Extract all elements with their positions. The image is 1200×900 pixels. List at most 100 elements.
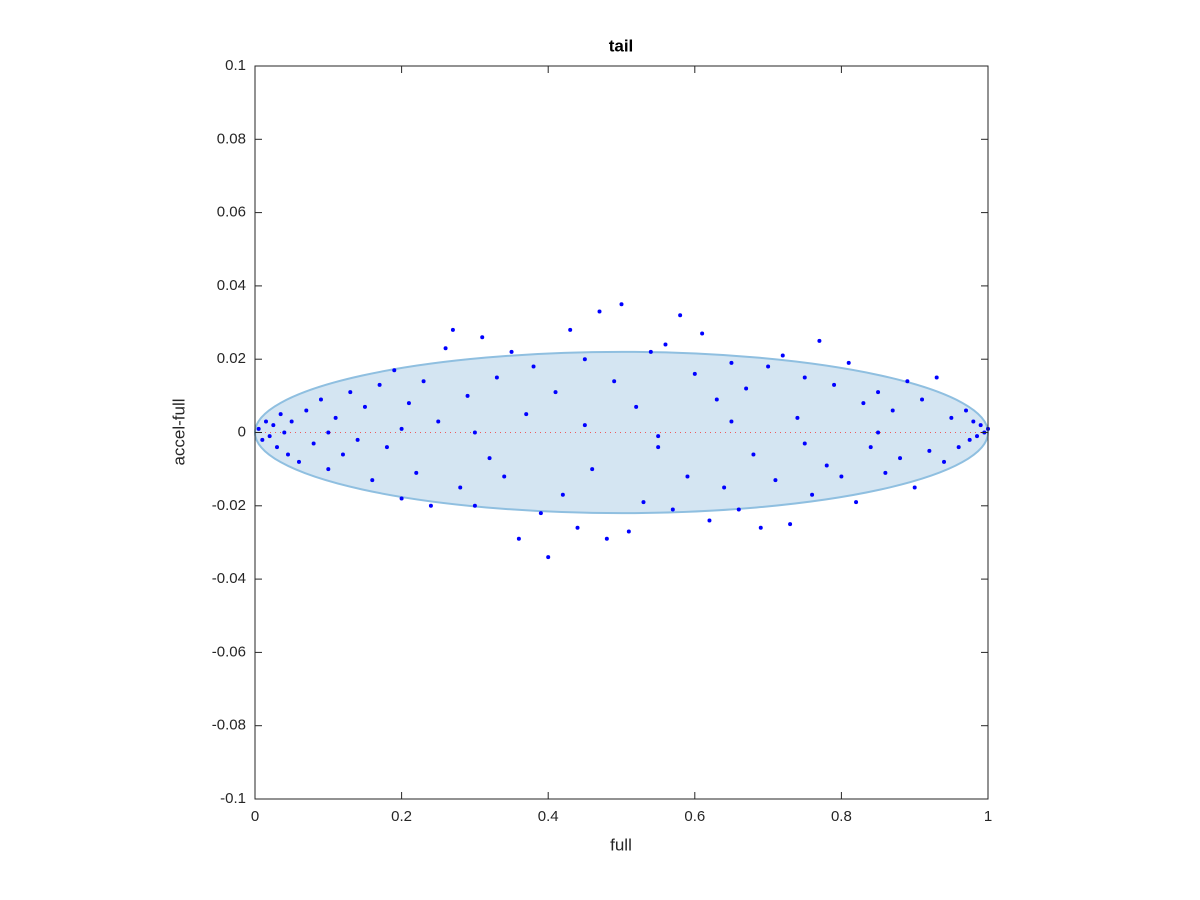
point — [384, 445, 389, 450]
point — [399, 426, 404, 431]
point — [663, 342, 668, 347]
point — [267, 434, 272, 439]
point — [685, 474, 690, 479]
point — [428, 503, 433, 508]
point — [898, 456, 903, 461]
point — [538, 511, 543, 516]
point — [751, 452, 756, 457]
point — [399, 496, 404, 501]
point — [934, 375, 939, 380]
point — [333, 415, 338, 420]
point — [714, 397, 719, 402]
point — [590, 467, 595, 472]
point — [795, 415, 800, 420]
y-tick-label: 0.06 — [217, 204, 246, 221]
point — [707, 518, 712, 523]
point — [846, 360, 851, 365]
point — [912, 485, 917, 490]
point — [788, 522, 793, 527]
y-tick-label: 0.02 — [217, 350, 246, 367]
point — [854, 500, 859, 505]
point — [832, 382, 837, 387]
point — [296, 459, 301, 464]
y-tick-label: -0.08 — [212, 717, 246, 734]
point — [568, 327, 573, 332]
y-tick-label: 0.08 — [217, 130, 246, 147]
point — [802, 375, 807, 380]
point — [971, 419, 976, 424]
y-axis-label: accel-full — [169, 398, 188, 465]
x-tick-label: 0.4 — [538, 808, 559, 825]
point — [311, 441, 316, 446]
point — [326, 430, 331, 435]
point — [516, 536, 521, 541]
point — [274, 445, 279, 450]
point — [362, 404, 367, 409]
point — [582, 357, 587, 362]
point — [626, 529, 631, 534]
point — [465, 393, 470, 398]
point — [956, 445, 961, 450]
y-tick-label: 0.1 — [225, 57, 246, 74]
point — [256, 426, 261, 431]
point — [975, 434, 980, 439]
point — [700, 331, 705, 336]
point — [575, 525, 580, 530]
y-tick-label: -0.1 — [220, 790, 246, 807]
point — [648, 349, 653, 354]
point — [766, 364, 771, 369]
point — [736, 507, 741, 512]
x-tick-label: 0.6 — [684, 808, 705, 825]
point — [289, 419, 294, 424]
point — [348, 390, 353, 395]
point — [472, 430, 477, 435]
point — [641, 500, 646, 505]
point — [619, 302, 624, 307]
point — [318, 397, 323, 402]
point — [949, 415, 954, 420]
point — [978, 423, 983, 428]
point — [656, 434, 661, 439]
point — [436, 419, 441, 424]
point — [964, 408, 969, 413]
point — [876, 390, 881, 395]
point — [326, 467, 331, 472]
point — [876, 430, 881, 435]
point — [260, 437, 265, 442]
point — [377, 382, 382, 387]
point — [414, 470, 419, 475]
point — [670, 507, 675, 512]
point — [802, 441, 807, 446]
point — [494, 375, 499, 380]
point — [729, 360, 734, 365]
point — [817, 338, 822, 343]
point — [729, 419, 734, 424]
point — [450, 327, 455, 332]
point — [920, 397, 925, 402]
point — [421, 379, 426, 384]
point — [861, 401, 866, 406]
point — [546, 555, 551, 560]
point — [392, 368, 397, 373]
point — [304, 408, 309, 413]
y-tick-label: -0.04 — [212, 570, 246, 587]
point — [553, 390, 558, 395]
point — [443, 346, 448, 351]
point — [370, 478, 375, 483]
point — [722, 485, 727, 490]
point — [942, 459, 947, 464]
point — [927, 448, 932, 453]
point — [285, 452, 290, 457]
point — [868, 445, 873, 450]
point — [890, 408, 895, 413]
point — [278, 412, 283, 417]
x-tick-label: 0 — [251, 808, 259, 825]
point — [656, 445, 661, 450]
point — [758, 525, 763, 530]
y-tick-label: 0.04 — [217, 277, 246, 294]
point — [773, 478, 778, 483]
point — [509, 349, 514, 354]
point — [480, 335, 485, 340]
point — [604, 536, 609, 541]
